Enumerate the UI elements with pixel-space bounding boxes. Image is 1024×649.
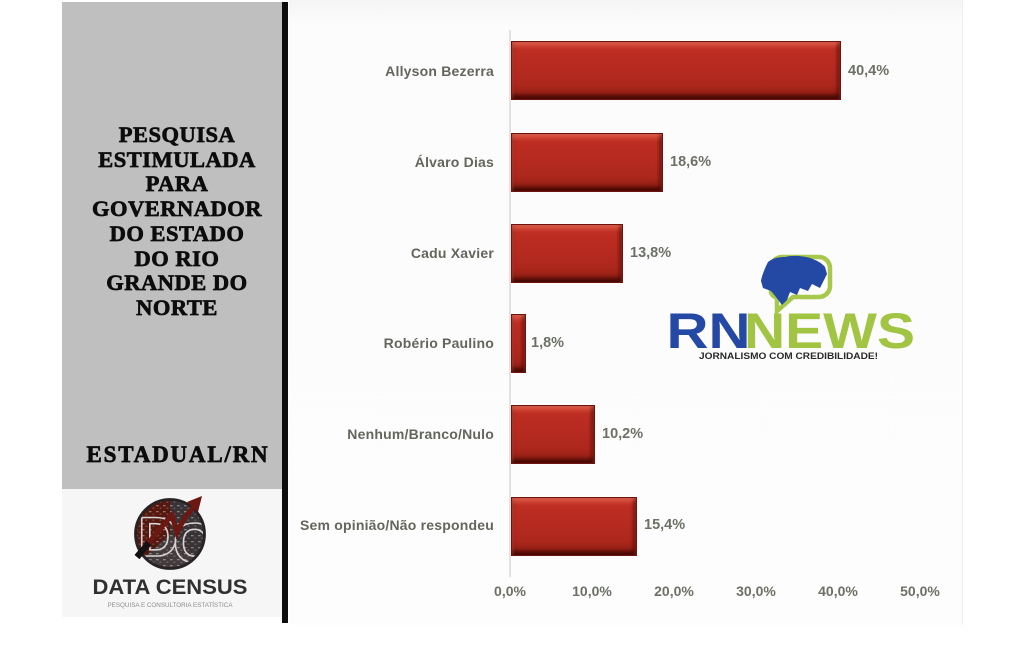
svg-text:C: C — [173, 511, 213, 574]
svg-text:DATA CENSUS: DATA CENSUS — [93, 575, 248, 599]
svg-text:JORNALISMO COM CREDIBILIDADE!: JORNALISMO COM CREDIBILIDADE! — [699, 351, 878, 361]
svg-text:PESQUISA E CONSULTORIA ESTATÍS: PESQUISA E CONSULTORIA ESTATÍSTICA — [108, 600, 233, 609]
svg-text:RN: RN — [667, 303, 751, 359]
svg-text:NEWS: NEWS — [744, 303, 915, 359]
